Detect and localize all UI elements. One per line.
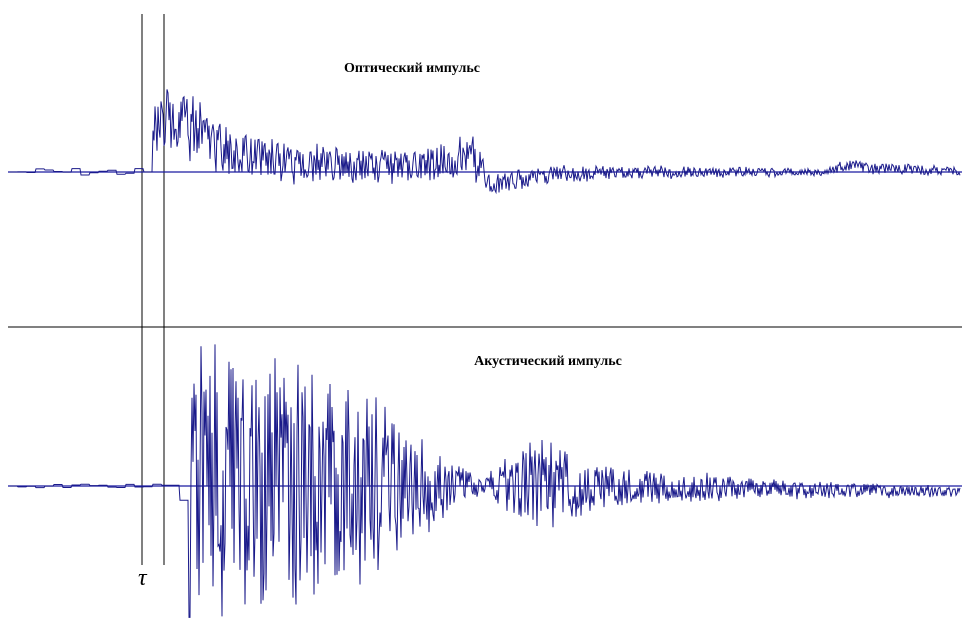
tau-label: τ: [138, 565, 148, 591]
optical-signal-line: [10, 89, 961, 195]
acoustic-signal-line: [10, 344, 961, 618]
acoustic-title: Акустический импульс: [474, 354, 622, 369]
optical-title: Оптический импульс: [344, 61, 480, 76]
